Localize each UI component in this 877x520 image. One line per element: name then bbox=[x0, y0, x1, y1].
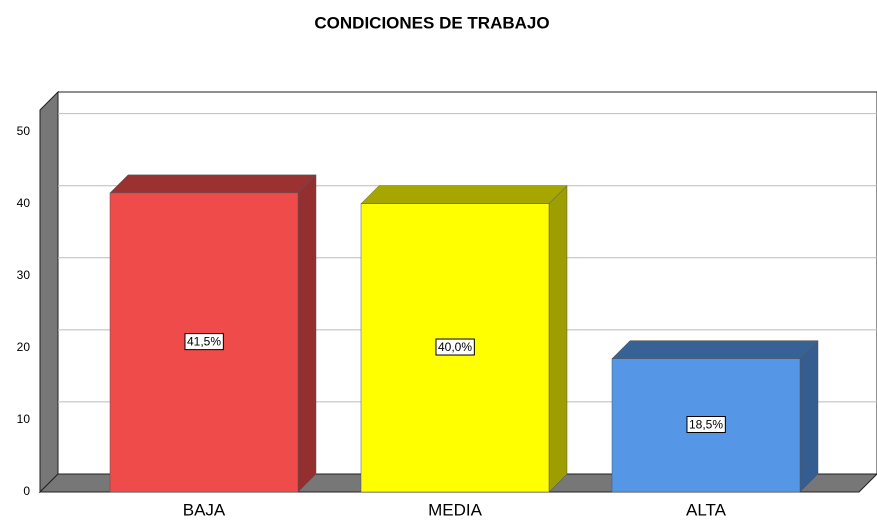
y-tick-label: 30 bbox=[17, 268, 31, 282]
value-label: 40,0% bbox=[438, 340, 472, 354]
y-tick-label: 20 bbox=[17, 340, 31, 354]
bar-top bbox=[611, 340, 819, 359]
value-label: 41,5% bbox=[187, 335, 221, 349]
bar-side bbox=[799, 340, 819, 493]
y-tick-label: 50 bbox=[17, 124, 31, 138]
bar-side bbox=[297, 174, 317, 493]
value-label-box bbox=[184, 333, 224, 351]
bar-top bbox=[360, 185, 568, 204]
x-tick-label: MEDIA bbox=[428, 500, 483, 519]
side-wall bbox=[39, 90, 59, 494]
value-label-box bbox=[435, 338, 475, 356]
value-label-box bbox=[686, 416, 726, 434]
x-tick-label: BAJA bbox=[183, 500, 226, 519]
y-tick-label: 40 bbox=[17, 196, 31, 210]
bar-side bbox=[548, 185, 568, 493]
bar-top bbox=[109, 174, 317, 194]
y-tick-label: 10 bbox=[17, 412, 31, 426]
chart-title: CONDICIONES DE TRABAJO bbox=[314, 13, 549, 32]
value-label: 18,5% bbox=[689, 418, 723, 432]
x-tick-label: ALTA bbox=[686, 500, 727, 519]
y-tick-label: 0 bbox=[23, 484, 30, 498]
